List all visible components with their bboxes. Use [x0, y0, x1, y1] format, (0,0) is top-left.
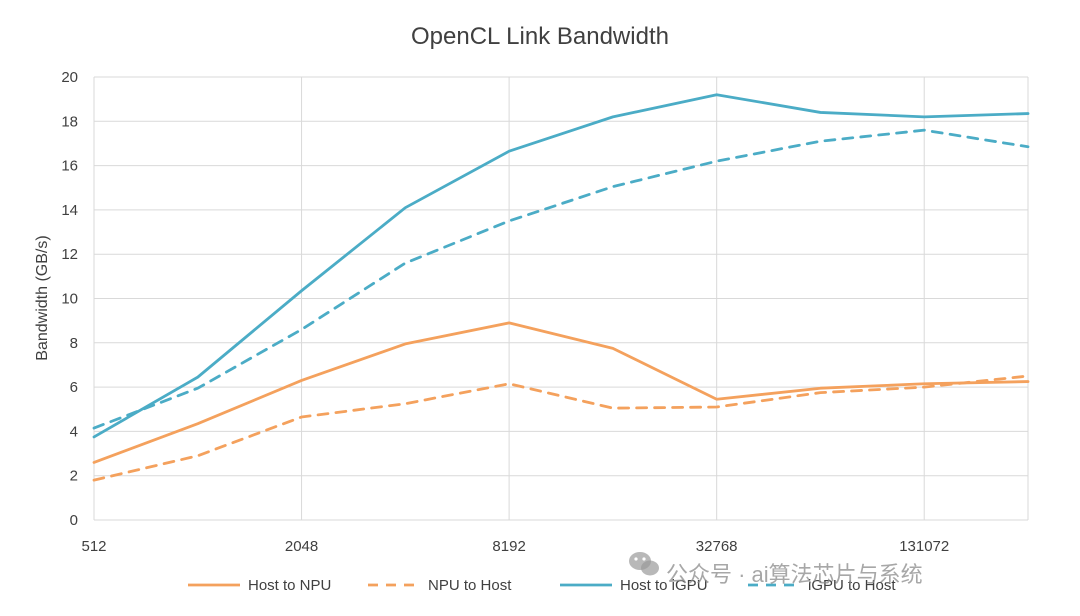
y-tick-label: 14 — [61, 202, 78, 219]
y-tick-label: 8 — [70, 335, 78, 352]
legend-label: Host to NPU — [248, 577, 331, 594]
series-line — [92, 321, 1030, 464]
y-tick-label: 6 — [70, 379, 78, 396]
x-tick-label: 131072 — [899, 538, 949, 555]
y-axis-label: Bandwidth (GB/s) — [34, 235, 51, 360]
x-tick-label: 2048 — [285, 538, 318, 555]
y-tick-label: 18 — [61, 113, 78, 130]
y-tick-label: 20 — [61, 69, 78, 86]
chart-title: OpenCL Link Bandwidth — [411, 23, 669, 50]
legend: Host to NPU NPU to Host Host to iGPU iGPU t… — [188, 577, 896, 594]
y-tick-label: 16 — [61, 158, 78, 175]
watermark-text: 公众号 · ai算法芯片与系统 — [666, 562, 923, 587]
gridlines — [93, 76, 1029, 521]
y-tick-label: 0 — [70, 512, 78, 529]
series-line — [92, 374, 1030, 482]
x-tick-label: 512 — [81, 538, 106, 555]
y-tick-label: 12 — [61, 246, 78, 263]
x-tick-labels: 512 2048 8192 32768 131072 — [81, 538, 949, 555]
legend-label: Host to iGPU — [620, 577, 708, 594]
series-line — [92, 93, 1030, 439]
y-tick-labels: 0 2 4 6 8 10 12 14 16 18 20 — [61, 69, 78, 529]
y-tick-label: 4 — [70, 423, 78, 440]
wechat-icon — [629, 552, 659, 576]
legend-label: NPU to Host — [428, 577, 512, 594]
x-tick-label: 8192 — [492, 538, 525, 555]
y-tick-label: 10 — [61, 291, 78, 308]
legend-label: iGPU to Host — [808, 577, 896, 594]
watermark: 公众号 · ai算法芯片与系统 — [629, 552, 923, 587]
x-tick-label: 32768 — [696, 538, 738, 555]
series-line — [92, 128, 1030, 430]
series-lines — [92, 93, 1030, 482]
y-tick-label: 2 — [70, 468, 78, 485]
